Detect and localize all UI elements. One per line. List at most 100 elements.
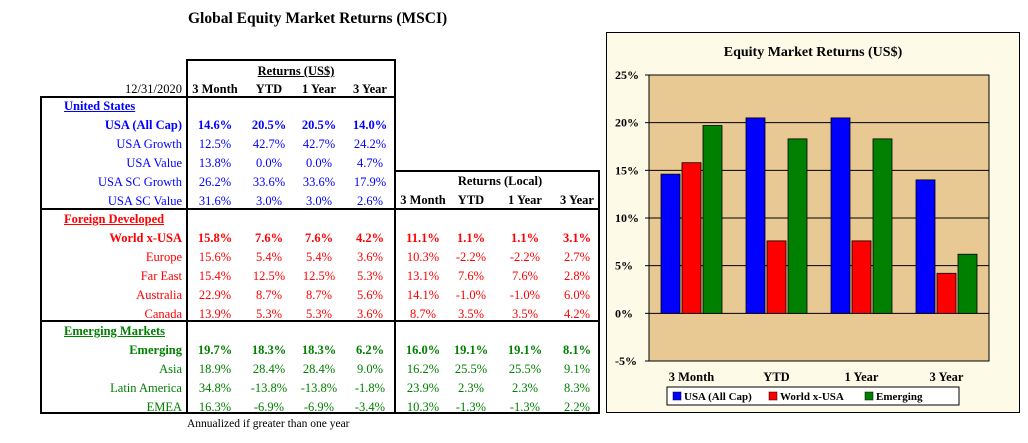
legend-label: Emerging xyxy=(876,391,923,403)
local-value: 2.8% xyxy=(563,268,591,283)
usd-value: 12.5% xyxy=(198,136,232,151)
bar xyxy=(787,138,808,314)
usd-value: 13.9% xyxy=(198,306,232,321)
local-column-header: 3 Year xyxy=(560,193,594,207)
local-value: 1.1% xyxy=(510,230,540,245)
usd-value: 17.9% xyxy=(353,174,387,189)
local-group-header: Returns (Local) xyxy=(457,174,543,188)
usd-value: 0.0% xyxy=(305,155,333,170)
local-value: 8.7% xyxy=(409,306,437,321)
usd-value: 18.3% xyxy=(251,342,287,357)
local-value: 2.2% xyxy=(563,399,591,414)
table-rule xyxy=(598,170,600,414)
bar xyxy=(872,138,893,314)
usd-value: 8.7% xyxy=(255,287,283,302)
row-label: USA Growth xyxy=(116,136,182,151)
table-rule xyxy=(394,59,396,414)
usd-value: -3.4% xyxy=(354,399,386,414)
row-label: USA (All Cap) xyxy=(104,117,182,132)
legend-label: World x-USA xyxy=(780,391,844,403)
table-rule xyxy=(40,320,600,322)
local-value: 6.0% xyxy=(563,287,591,302)
usd-value: 15.8% xyxy=(197,230,233,245)
usd-group-header: Returns (US$) xyxy=(257,64,335,78)
bar xyxy=(957,253,978,314)
row-label: USA SC Value xyxy=(107,193,182,208)
row-label: Latin America xyxy=(110,380,182,395)
local-value: -1.3% xyxy=(455,399,487,414)
row-label: Europe xyxy=(145,249,182,264)
local-value: 19.1% xyxy=(507,342,543,357)
usd-value: -6.9% xyxy=(303,399,335,414)
local-value: 10.3% xyxy=(406,399,440,414)
local-value: 2.3% xyxy=(457,380,485,395)
row-label: USA SC Growth xyxy=(97,174,182,189)
bar xyxy=(745,117,766,314)
local-value: 3.5% xyxy=(511,306,539,321)
usd-value: 18.3% xyxy=(301,342,337,357)
usd-column-header: 3 Year xyxy=(353,82,387,96)
local-value: 7.6% xyxy=(457,268,485,283)
usd-value: 4.7% xyxy=(356,155,384,170)
local-value: 2.3% xyxy=(511,380,539,395)
usd-column-header: 1 Year xyxy=(302,82,336,96)
chart-title: Equity Market Returns (US$) xyxy=(723,45,903,60)
usd-value: 15.4% xyxy=(198,268,232,283)
row-label: Asia xyxy=(159,361,182,376)
usd-value: 7.6% xyxy=(254,230,284,245)
usd-value: 9.0% xyxy=(356,361,384,376)
y-tick-label: 15% xyxy=(615,163,639,177)
bar xyxy=(702,125,723,314)
usd-value: 28.4% xyxy=(252,361,286,376)
usd-value: 5.4% xyxy=(255,249,283,264)
local-value: 19.1% xyxy=(453,342,489,357)
legend-box xyxy=(666,386,960,406)
usd-value: 15.6% xyxy=(198,249,232,264)
usd-value: 6.2% xyxy=(355,342,385,357)
y-tick-label: 10% xyxy=(615,211,639,225)
legend-label: USA (All Cap) xyxy=(684,391,752,403)
row-label: EMEA xyxy=(146,399,182,414)
usd-value: -1.8% xyxy=(354,380,386,395)
local-value: 10.3% xyxy=(406,249,440,264)
usd-value: 8.7% xyxy=(305,287,333,302)
local-value: 16.0% xyxy=(405,342,441,357)
row-label: Far East xyxy=(140,268,182,283)
local-value: 3.1% xyxy=(562,230,592,245)
table-rule xyxy=(186,59,395,61)
local-value: 8.1% xyxy=(562,342,592,357)
x-tick-label: 3 Year xyxy=(930,370,964,384)
usd-value: 12.5% xyxy=(302,268,336,283)
local-column-header: 1 Year xyxy=(508,193,542,207)
usd-value: 14.6% xyxy=(197,117,233,132)
local-value: 25.5% xyxy=(508,361,542,376)
usd-value: 2.6% xyxy=(356,193,384,208)
usd-value: 20.5% xyxy=(251,117,287,132)
usd-column-header: 3 Month xyxy=(192,82,238,96)
table-rule xyxy=(40,96,42,414)
table-rule xyxy=(186,59,188,414)
y-tick-label: -5% xyxy=(615,354,637,368)
local-value: 14.1% xyxy=(406,287,440,302)
usd-column-header: YTD xyxy=(255,82,283,96)
table-rule xyxy=(394,170,600,172)
usd-value: 18.9% xyxy=(198,361,232,376)
usd-value: 3.0% xyxy=(305,193,333,208)
section-header: Emerging Markets xyxy=(64,324,166,338)
table-rule xyxy=(40,412,600,414)
x-tick-label: 3 Month xyxy=(669,370,715,384)
bar xyxy=(851,240,872,314)
y-tick-label: 0% xyxy=(615,306,633,320)
y-tick-label: 20% xyxy=(615,116,639,130)
local-value: -2.2% xyxy=(509,249,541,264)
legend-swatch xyxy=(864,391,874,401)
local-value: 16.2% xyxy=(406,361,440,376)
usd-value: 7.6% xyxy=(304,230,334,245)
as-of-date: 12/31/2020 xyxy=(125,82,182,96)
usd-value: 22.9% xyxy=(198,287,232,302)
bar xyxy=(766,240,787,314)
x-tick-label: YTD xyxy=(763,370,789,384)
local-value: 25.5% xyxy=(454,361,488,376)
row-label: Emerging xyxy=(129,342,182,357)
usd-value: 5.3% xyxy=(255,306,283,321)
